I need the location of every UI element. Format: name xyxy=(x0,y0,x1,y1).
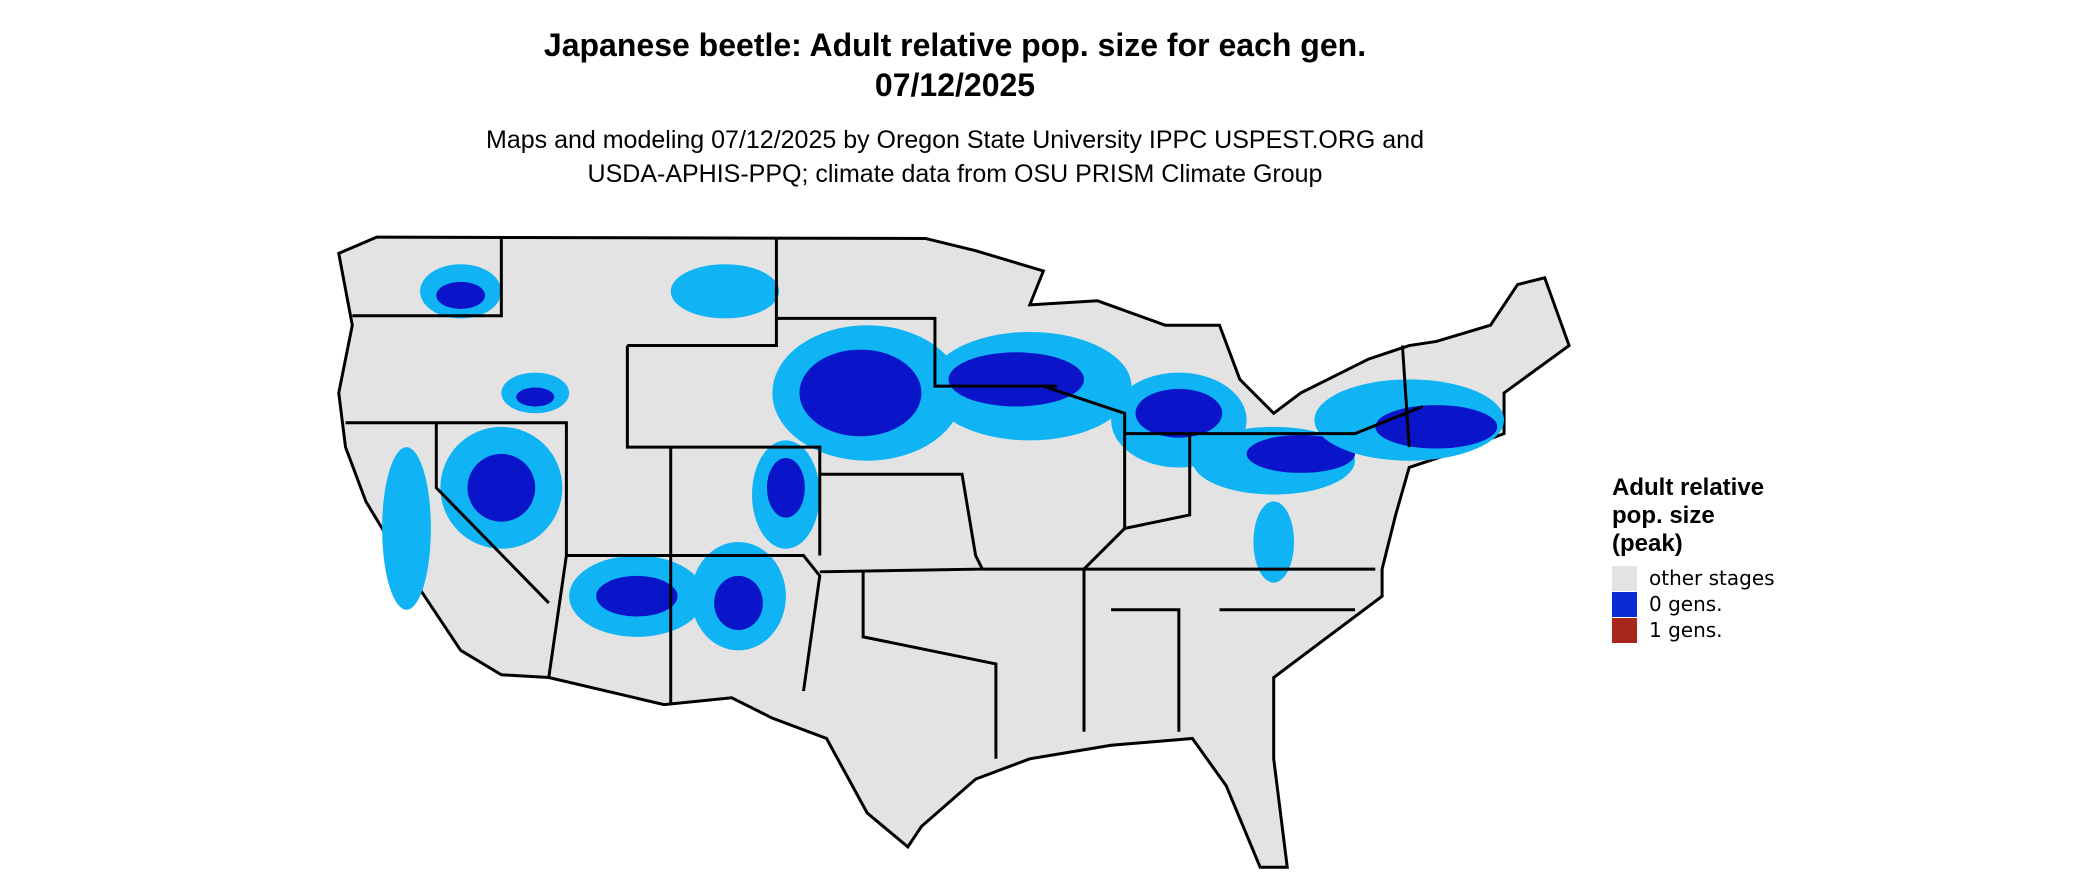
legend-label: 0 gens. xyxy=(1649,592,1723,616)
date: 07/12/2025 xyxy=(875,67,1035,103)
legend-title: (peak) xyxy=(1612,530,1683,557)
legend: Adult relative pop. size (peak) other st… xyxy=(1612,474,1775,643)
legend-label: other stages xyxy=(1649,566,1775,590)
legend-title: pop. size xyxy=(1612,502,1715,529)
us-map xyxy=(337,235,1571,869)
legend-title: Adult relative xyxy=(1612,474,1764,501)
legend-swatch xyxy=(1612,592,1637,617)
legend-swatch xyxy=(1612,566,1637,591)
legend-label: 1 gens. xyxy=(1649,618,1723,642)
title: Japanese beetle: Adult relative pop. siz… xyxy=(544,27,1366,63)
subtitle: Maps and modeling 07/12/2025 by Oregon S… xyxy=(486,126,1424,154)
legend-swatch xyxy=(1612,618,1637,643)
state-borders xyxy=(345,238,1424,759)
subtitle: USDA-APHIS-PPQ; climate data from OSU PR… xyxy=(588,160,1323,188)
us-outline xyxy=(337,235,1571,869)
